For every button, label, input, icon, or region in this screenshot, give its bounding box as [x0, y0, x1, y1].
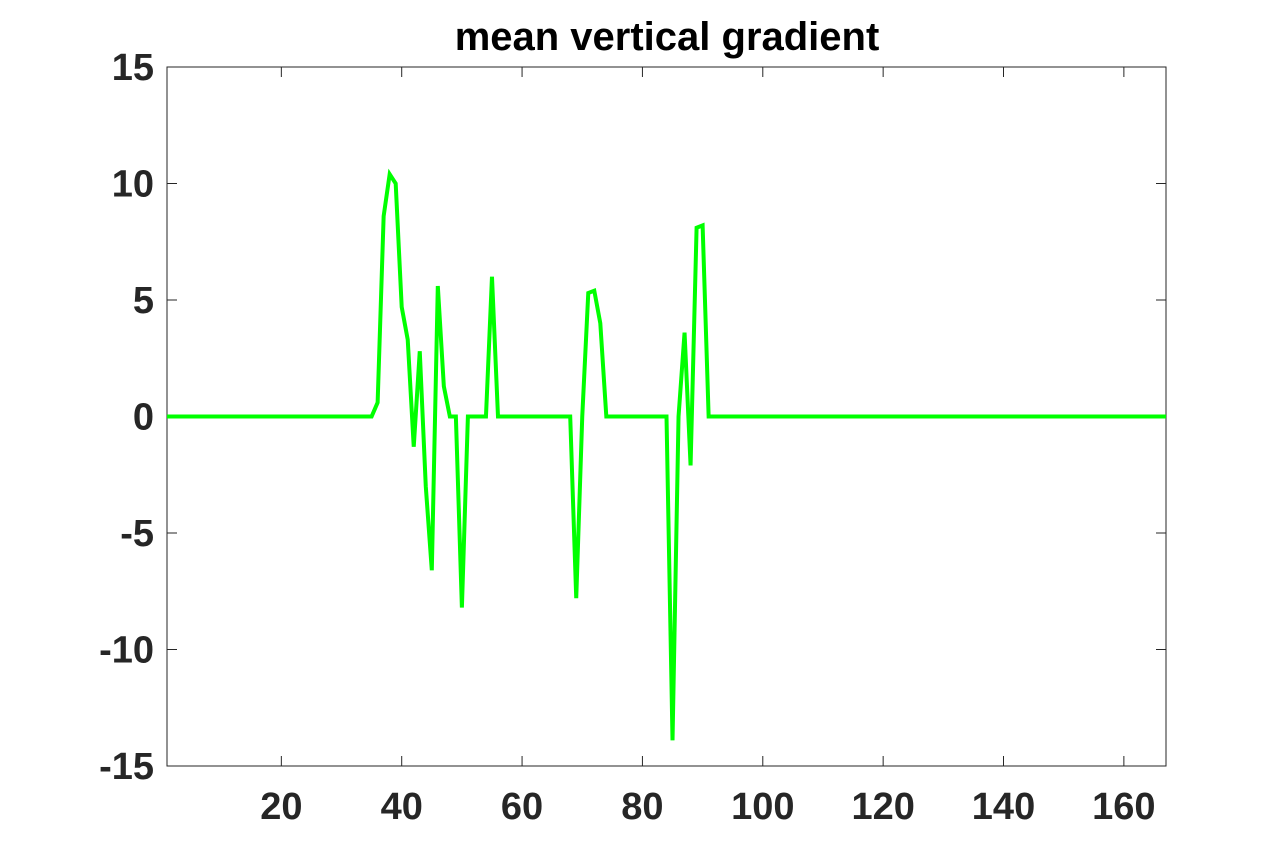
y-tick-label: 10: [112, 164, 154, 206]
x-tick-label: 120: [851, 786, 914, 828]
y-tick-label: -10: [99, 630, 154, 672]
x-tick-label: 80: [621, 786, 663, 828]
x-tick-label: 140: [972, 786, 1035, 828]
y-tick-label: 15: [112, 47, 154, 89]
x-tick-label: 40: [381, 786, 423, 828]
x-tick-label: 160: [1092, 786, 1155, 828]
y-tick-label: -15: [99, 746, 154, 788]
plot-area: 20 40 60 80 100 120 140 160 -15 -10 -5 0 5 10 15: [99, 47, 1167, 828]
x-tick-label: 20: [260, 786, 302, 828]
x-tick-label: 100: [731, 786, 794, 828]
x-tick-label: 60: [501, 786, 543, 828]
y-tick-label: 5: [133, 280, 154, 322]
y-tick-label: -5: [120, 513, 154, 555]
chart-title: mean vertical gradient: [455, 15, 880, 59]
y-tick-label: 0: [133, 397, 154, 439]
series-line: [167, 168, 1166, 741]
